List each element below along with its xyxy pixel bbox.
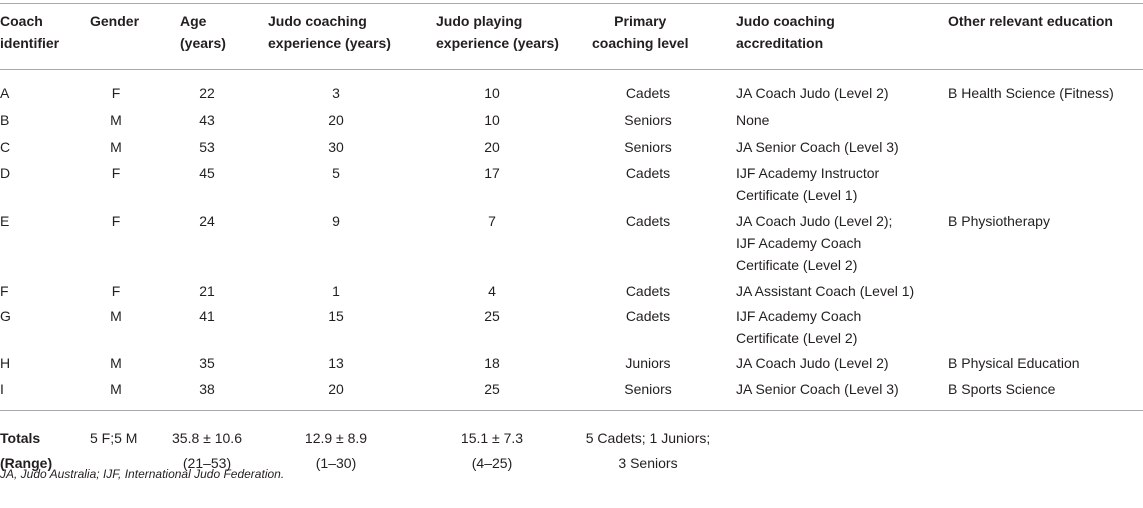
cell-accreditation: Certificate (Level 2): [736, 257, 858, 273]
cell-coaching-level: Cadets: [625, 308, 671, 324]
cell-coach-id: D: [0, 165, 11, 181]
cell-coach-id: G: [0, 308, 11, 324]
header-primary-coaching-level: Primary coaching level: [592, 13, 689, 51]
cell-coaching-experience: 20: [328, 381, 344, 397]
cell-accreditation: None: [736, 112, 770, 128]
cell-coach-id: F: [0, 283, 9, 299]
cell-other-education: B Health Science (Fitness): [948, 85, 1114, 101]
top-rule: [0, 3, 1143, 4]
cell-accreditation: IJF Academy Instructor: [736, 165, 880, 181]
cell-coach-id: E: [0, 213, 10, 229]
cell-coach-id: B: [0, 112, 10, 128]
cell-coaching-experience: 5: [332, 165, 340, 181]
cell-coaching-experience: 9: [332, 213, 340, 229]
cell-coaching-level: Seniors: [624, 381, 672, 397]
cell-coaching-level: Cadets: [625, 165, 671, 181]
cell-gender: M: [110, 355, 122, 371]
cell-gender: M: [110, 381, 122, 397]
cell-age: 53: [199, 139, 215, 155]
cell-coach-id: C: [0, 139, 11, 155]
totals-gender: 5 F;5 M: [90, 430, 138, 446]
cell-coaching-level: Cadets: [625, 213, 671, 229]
cell-playing-experience: 25: [484, 308, 500, 324]
cell-playing-experience: 17: [484, 165, 500, 181]
cell-coaching-level: Juniors: [625, 355, 671, 371]
header-coaching-experience: Judo coaching experience (years): [268, 13, 391, 51]
cell-gender: M: [110, 308, 122, 324]
totals-age-range: (21–53): [182, 455, 232, 471]
cell-age: 38: [199, 381, 215, 397]
cell-playing-experience: 10: [484, 112, 500, 128]
totals-playing: 15.1 ± 7.3: [460, 430, 524, 446]
cell-other-education: B Sports Science: [948, 381, 1056, 397]
cell-accreditation: JA Senior Coach (Level 3): [736, 139, 899, 155]
totals-age: 35.8 ± 10.6: [172, 430, 242, 446]
cell-gender: M: [110, 139, 122, 155]
table-footnote: JA, Judo Australia; IJF, International J…: [0, 467, 285, 481]
totals-level-line-2: 3 Seniors: [618, 455, 678, 471]
cell-accreditation: JA Coach Judo (Level 2): [736, 85, 889, 101]
cell-gender: F: [111, 283, 121, 299]
cell-coach-id: I: [0, 381, 4, 397]
cell-coaching-experience: 13: [328, 355, 344, 371]
cell-gender: M: [110, 112, 122, 128]
totals-level-line-1: 5 Cadets; 1 Juniors;: [585, 430, 711, 446]
cell-other-education: B Physical Education: [948, 355, 1080, 371]
cell-age: 35: [199, 355, 215, 371]
cell-coaching-level: Cadets: [625, 283, 671, 299]
cell-accreditation: JA Coach Judo (Level 2): [736, 355, 889, 371]
header-rule: [0, 69, 1143, 70]
cell-coaching-experience: 15: [328, 308, 344, 324]
cell-other-education: B Physiotherapy: [948, 213, 1050, 229]
cell-coaching-level: Seniors: [624, 112, 672, 128]
cell-age: 45: [199, 165, 215, 181]
cell-playing-experience: 10: [484, 85, 500, 101]
cell-accreditation: Certificate (Level 1): [736, 187, 858, 203]
totals-playing-range: (4–25): [471, 455, 513, 471]
cell-accreditation: JA Assistant Coach (Level 1): [736, 283, 915, 299]
cell-coaching-experience: 3: [332, 85, 340, 101]
cell-age: 41: [199, 308, 215, 324]
cell-gender: F: [111, 165, 121, 181]
cell-gender: F: [111, 213, 121, 229]
cell-accreditation: IJF Academy Coach: [736, 235, 862, 251]
cell-age: 24: [199, 213, 215, 229]
cell-age: 22: [199, 85, 215, 101]
cell-playing-experience: 4: [488, 283, 496, 299]
cell-playing-experience: 18: [484, 355, 500, 371]
cell-age: 43: [199, 112, 215, 128]
header-playing-experience: Judo playing experience (years): [436, 13, 559, 51]
cell-accreditation: Certificate (Level 2): [736, 330, 858, 346]
header-coach-identifier: Coach identifier: [0, 13, 60, 51]
cell-accreditation: JA Senior Coach (Level 3): [736, 381, 899, 397]
cell-coach-id: H: [0, 355, 11, 371]
cell-coach-id: A: [0, 85, 10, 101]
range-label: (Range): [0, 455, 53, 471]
header-other-education: Other relevant education: [948, 13, 1113, 29]
header-accreditation: Judo coaching accreditation: [736, 13, 835, 51]
cell-coaching-experience: 30: [328, 139, 344, 155]
header-age: Age (years): [180, 13, 226, 51]
cell-accreditation: IJF Academy Coach: [736, 308, 862, 324]
cell-coaching-experience: 1: [332, 283, 340, 299]
cell-coaching-level: Cadets: [625, 85, 671, 101]
cell-accreditation: JA Coach Judo (Level 2);: [736, 213, 893, 229]
cell-age: 21: [199, 283, 215, 299]
totals-label: Totals: [0, 430, 41, 446]
cell-playing-experience: 25: [484, 381, 500, 397]
totals-coaching: 12.9 ± 8.9: [304, 430, 368, 446]
cell-gender: F: [111, 85, 121, 101]
totals-coaching-range: (1–30): [315, 455, 357, 471]
header-gender: Gender: [90, 13, 140, 29]
cell-coaching-level: Seniors: [624, 139, 672, 155]
totals-rule: [0, 410, 1143, 411]
cell-playing-experience: 7: [488, 213, 496, 229]
cell-playing-experience: 20: [484, 139, 500, 155]
cell-coaching-experience: 20: [328, 112, 344, 128]
